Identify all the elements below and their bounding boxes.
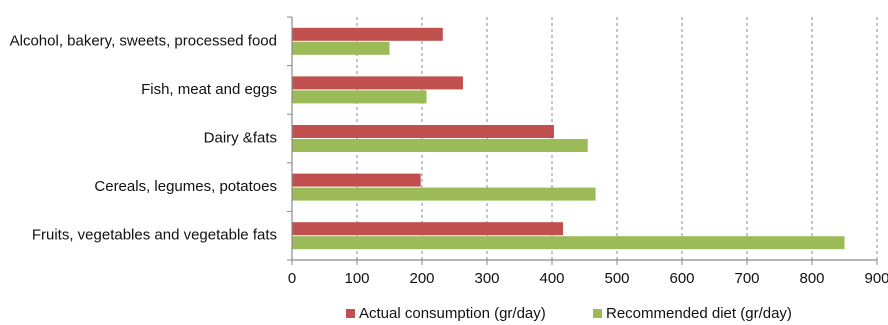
x-tick-label: 0: [288, 270, 296, 287]
actual-consumption-bar: [292, 222, 564, 236]
category-label: Fruits, vegetables and vegetable fats: [32, 227, 277, 244]
legend-recommended-diet-swatch: [593, 309, 602, 318]
x-tick-label: 600: [669, 270, 694, 287]
legend-recommended-diet-label: Recommended diet (gr/day): [606, 305, 792, 322]
category-label: Dairy &fats: [204, 129, 277, 146]
recommended-diet-bar: [292, 90, 427, 104]
recommended-diet-bar: [292, 187, 596, 201]
gridlines: [356, 17, 878, 260]
x-tick-label: 200: [409, 270, 434, 287]
recommended-diet-bar: [292, 41, 390, 55]
x-tick-label: 900: [864, 270, 888, 287]
category-label: Cereals, legumes, potatoes: [94, 178, 277, 195]
recommended-diet-bar: [292, 139, 588, 152]
legend-actual-consumption-swatch: [346, 309, 355, 318]
actual-consumption-bar: [292, 173, 421, 187]
x-tick-label: 500: [604, 270, 629, 287]
x-tick-label: 300: [474, 270, 499, 287]
axes: [287, 16, 878, 265]
actual-consumption-bar: [292, 125, 554, 138]
x-tick-label: 800: [799, 270, 824, 287]
legend: Actual consumption (gr/day) Recommended d…: [346, 305, 792, 322]
labels: 0 100 200 300 400 500 600 700 800 900 Alcohol, bak…: [10, 32, 888, 287]
actual-consumption-bar: [292, 27, 443, 41]
legend-actual-consumption-label: Actual consumption (gr/day): [359, 305, 546, 322]
category-label: Fish, meat and eggs: [141, 81, 277, 98]
bars: [292, 27, 845, 250]
x-tick-label: 400: [539, 270, 564, 287]
x-tick-label: 100: [344, 270, 369, 287]
recommended-diet-bar: [292, 236, 845, 250]
actual-consumption-bar: [292, 76, 463, 90]
x-tick-label: 700: [734, 270, 759, 287]
category-label: Alcohol, bakery, sweets, processed food: [10, 32, 277, 49]
